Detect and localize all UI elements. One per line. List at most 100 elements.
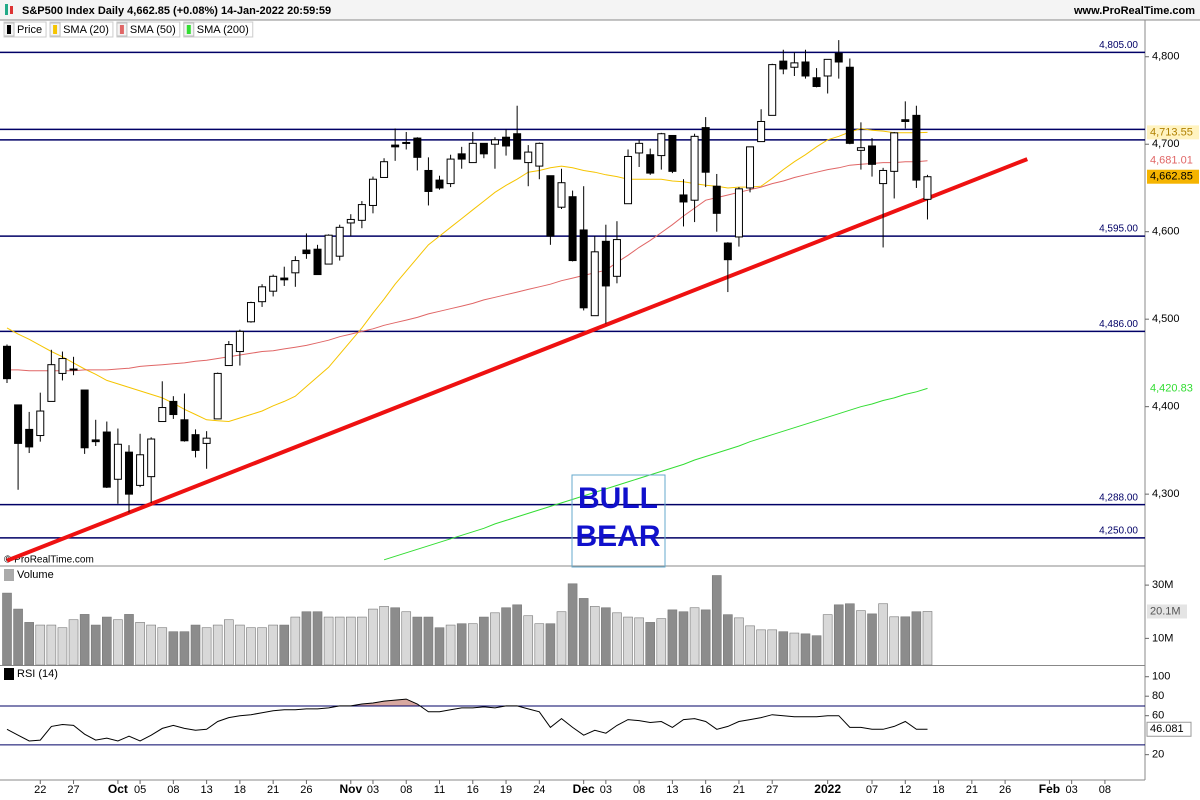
candle-body (113, 443, 122, 480)
value-tag: 4,713.55 (1150, 126, 1193, 138)
volume-bar (456, 623, 467, 666)
x-tick-label: 03 (1066, 784, 1078, 796)
volume-bar (268, 624, 278, 666)
candle-body (446, 158, 455, 185)
sma-line (383, 387, 928, 561)
candle-body (635, 142, 644, 154)
candle-body (546, 175, 555, 237)
y-tick-label: 4,800 (1152, 51, 1180, 63)
candle-body (47, 364, 56, 402)
volume-bar (800, 633, 811, 666)
candle-body (457, 153, 466, 160)
volume-bar (689, 607, 700, 666)
volume-bar (390, 607, 400, 666)
volume-bar (667, 609, 678, 666)
x-tick-label: 03 (600, 784, 612, 796)
candle-body (246, 302, 255, 323)
candle-body (368, 178, 377, 206)
candle-body (191, 434, 200, 451)
candle-body (790, 62, 799, 68)
candle-body (690, 135, 699, 201)
candle-body (524, 151, 533, 164)
candle-body (313, 248, 322, 276)
candle-body (202, 437, 211, 444)
x-tick-label: 22 (34, 784, 46, 796)
candle-body (91, 439, 100, 443)
volume-bar (357, 616, 367, 666)
volume-bar (545, 623, 556, 666)
legend-label: SMA (20) (63, 24, 109, 36)
y-tick-label: 4,400 (1152, 401, 1180, 413)
candle-body (180, 419, 189, 442)
candle-body (14, 404, 23, 444)
volume-bar (90, 624, 101, 666)
volume-bar (246, 627, 256, 666)
volume-bar (301, 611, 312, 666)
y-tick-label: 20 (1152, 749, 1164, 761)
candle-body (346, 218, 355, 224)
candle-body (923, 176, 932, 200)
volume-bar (24, 622, 34, 666)
candle-body (258, 286, 267, 303)
candle-body (158, 407, 167, 423)
level-label: 4,250.00 (1099, 526, 1138, 537)
candle-body (646, 154, 655, 174)
legend-label: SMA (50) (130, 24, 176, 36)
header-bar (0, 0, 1200, 20)
volume-bar (224, 619, 234, 666)
x-tick-label: 18 (234, 784, 246, 796)
volume-bar (401, 611, 412, 666)
candle-body (335, 226, 344, 257)
candle-body (102, 431, 111, 488)
volume-bar (911, 611, 922, 666)
candle-body (302, 249, 311, 255)
y-tick-label: 4,600 (1152, 226, 1180, 238)
x-tick-label: Dec (573, 782, 595, 796)
value-tag-bg (1147, 125, 1199, 140)
candle-body (612, 239, 621, 277)
legend-label: SMA (200) (197, 24, 249, 36)
y-tick-label: 60 (1152, 710, 1164, 722)
volume-bar (345, 616, 356, 666)
x-tick-label: 08 (633, 784, 645, 796)
candle-body (80, 389, 89, 449)
x-tick-label: 16 (700, 784, 712, 796)
volume-bar (656, 618, 667, 666)
x-tick-label: 19 (500, 784, 512, 796)
volume-bar (567, 583, 578, 666)
x-tick-label: 11 (434, 784, 445, 796)
volume-bar (201, 627, 212, 666)
volume-bar (512, 604, 522, 666)
volume-bar (678, 611, 689, 666)
header-icon (5, 4, 8, 15)
volume-bar (534, 623, 545, 666)
level-label: 4,805.00 (1099, 40, 1138, 51)
volume-bar (323, 616, 334, 666)
volume-bar (113, 619, 123, 666)
volume-bar (13, 608, 23, 666)
level-label: 4,486.00 (1099, 319, 1138, 330)
candle-body (69, 368, 78, 371)
legend-frame (116, 21, 181, 38)
x-tick-label: Nov (339, 782, 362, 796)
volume-bar (856, 610, 866, 666)
candle-body (579, 229, 588, 309)
volume-bar (379, 606, 389, 666)
trendline (6, 157, 1029, 563)
legend-swatch (7, 25, 11, 34)
annotation-box: BULL BEAR (571, 474, 666, 568)
volume-bar (878, 603, 888, 666)
volume-bar (700, 609, 711, 666)
x-tick-label: 13 (666, 784, 678, 796)
volume-bar (334, 616, 345, 666)
volume-bar (279, 624, 290, 666)
volume-bar (312, 611, 323, 666)
volume-bar (922, 611, 933, 666)
candle-body (879, 169, 888, 185)
volume-bar (168, 631, 179, 666)
candle-body (413, 137, 422, 158)
panel-label: RSI (14) (17, 668, 58, 680)
volume-bar (434, 627, 445, 666)
candle-body (712, 185, 721, 214)
